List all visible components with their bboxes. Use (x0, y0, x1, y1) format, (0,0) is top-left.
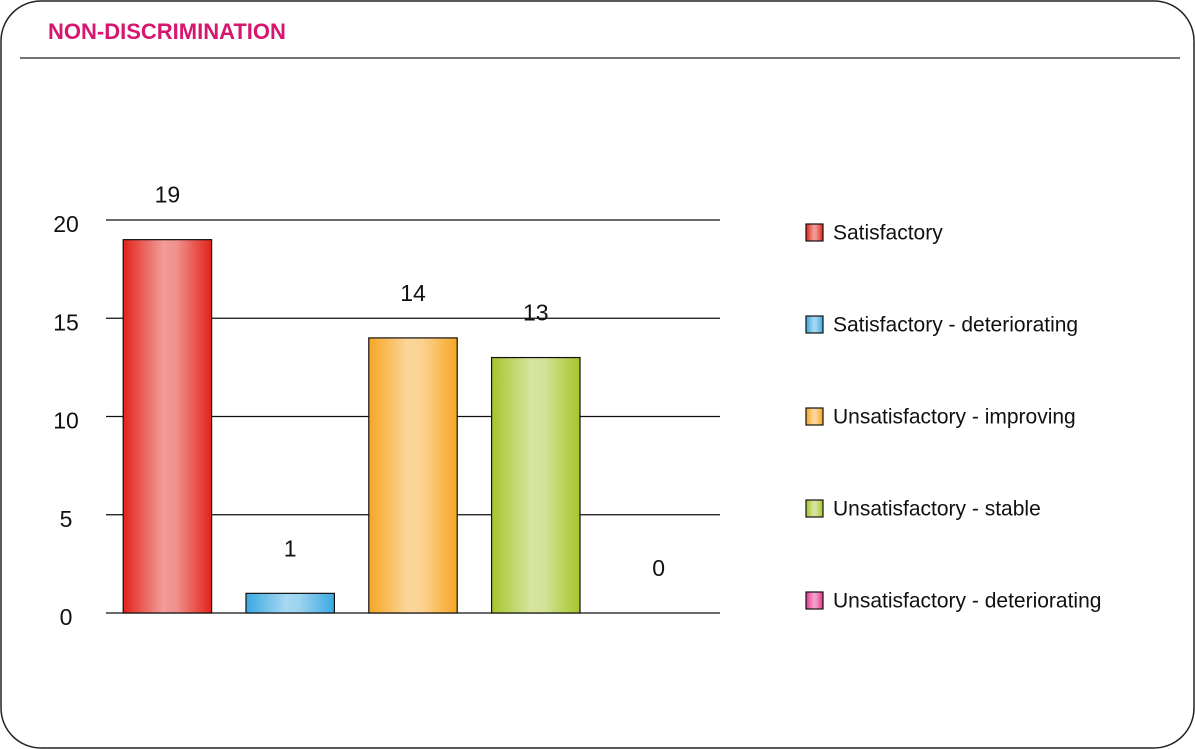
legend-swatch (805, 223, 824, 242)
value-label: 19 (155, 182, 181, 208)
legend-label: Satisfactory (833, 222, 943, 245)
legend-label: Unsatisfactory - improving (833, 406, 1076, 429)
legend-swatch (805, 499, 824, 518)
y-tick-label: 5 (60, 506, 73, 532)
bar (122, 239, 213, 614)
y-tick-label: 10 (53, 408, 79, 434)
legend-swatch (805, 407, 824, 426)
bar (490, 356, 581, 614)
legend-swatch (805, 315, 824, 334)
value-label: 13 (523, 300, 549, 326)
value-label: 1 (284, 535, 297, 561)
chart-title: NON-DISCRIMINATION (48, 19, 286, 44)
legend-label: Unsatisfactory - deteriorating (833, 590, 1101, 613)
y-tick-label: 20 (53, 211, 79, 237)
legend-label: Satisfactory - deteriorating (833, 314, 1078, 337)
legend-swatch (805, 591, 824, 610)
legend-label: Unsatisfactory - stable (833, 498, 1041, 521)
value-label: 14 (400, 280, 426, 306)
y-tick-label: 15 (53, 309, 79, 335)
bar (245, 592, 336, 614)
y-tick-label: 0 (60, 604, 73, 630)
bar (368, 337, 458, 614)
value-label: 0 (652, 555, 665, 581)
